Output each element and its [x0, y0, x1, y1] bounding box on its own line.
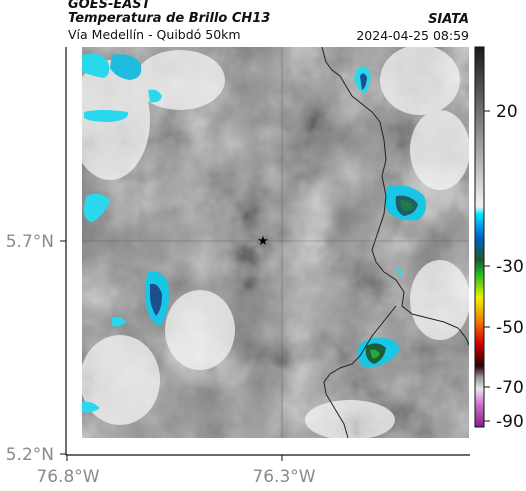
satellite-source: GOES-EAST	[68, 0, 151, 12]
timestamp-label: 2024-04-25 08:59	[356, 28, 469, 43]
lon-tick-label: 76.8°W	[36, 467, 99, 487]
lat-tick-label: 5.2°N	[6, 445, 54, 465]
product-title: Temperatura de Brillo CH13	[68, 11, 271, 26]
colorbar: 20 -30 -50 -70 -90	[474, 46, 524, 432]
colorbar-tick-label: -90	[496, 412, 524, 432]
colorbar-tick-label: -30	[496, 257, 524, 277]
colorbar-tick-label: 20	[496, 102, 518, 122]
region-subtitle: Vía Medellín - Quibdó 50km	[68, 27, 241, 42]
coastline	[321, 47, 469, 438]
star-icon: ★	[257, 234, 269, 249]
organization-label: SIATA	[428, 12, 469, 27]
lon-tick-label: 76.3°W	[252, 467, 315, 487]
satellite-image	[82, 47, 469, 438]
colorbar-tick-label: -50	[496, 318, 524, 338]
colorbar-tick-label: -70	[496, 378, 524, 398]
lat-tick-label: 5.7°N	[6, 232, 54, 252]
cold-cloud-cells	[82, 53, 426, 413]
